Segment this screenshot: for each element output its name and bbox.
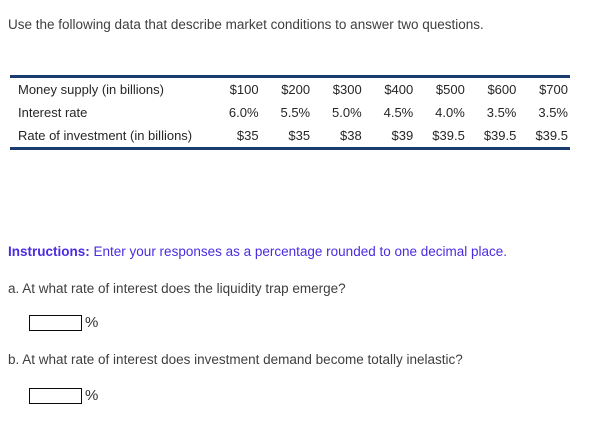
question-a-text: a. At what rate of interest does the liq…: [8, 281, 346, 296]
answer-input-b[interactable]: [29, 387, 82, 404]
question-b-text: b. At what rate of interest does investm…: [8, 352, 463, 367]
row-label-interest-rate: Interest rate: [18, 105, 88, 120]
instructions-text: Instructions: Enter your responses as a …: [8, 244, 507, 259]
answer-row-b: %: [29, 387, 98, 404]
table-cell: $38: [339, 128, 362, 143]
table-cell: $700: [539, 82, 568, 97]
table-cell: $35: [288, 128, 311, 143]
table-cell: 5.5%: [280, 105, 311, 120]
table-cell: $39.5: [535, 128, 568, 143]
table-cell: $39.5: [483, 128, 517, 143]
table-cell: $400: [384, 82, 414, 97]
percent-suffix-a: %: [85, 314, 99, 331]
table-row-interest-rate: Interest rate 6.0% 5.5% 5.0% 4.5% 4.0% 3…: [10, 101, 570, 124]
table-cell: 6.0%: [228, 105, 259, 120]
instructions-label: Instructions:: [8, 244, 90, 259]
answer-row-a: %: [29, 314, 98, 331]
question-prompt: Use the following data that describe mar…: [8, 17, 484, 32]
table-cell: $39: [391, 128, 414, 143]
row-label-rate-of-investment: Rate of investment (in billions): [18, 128, 193, 143]
table-cell: 4.5%: [383, 105, 414, 120]
table-cell: $600: [487, 82, 517, 97]
percent-suffix-b: %: [85, 387, 99, 404]
table-row-money-supply: Money supply (in billions) $100 $200 $30…: [10, 77, 570, 102]
table-cell: 4.0%: [435, 105, 465, 120]
table-row-rate-of-investment: Rate of investment (in billions) $35 $35…: [10, 124, 570, 149]
table-cell: 5.0%: [332, 105, 362, 120]
table-cell: 3.5%: [486, 105, 517, 120]
table-cell: 3.5%: [538, 105, 568, 120]
instructions-body: Enter your responses as a percentage rou…: [93, 244, 508, 259]
table-cell: $35: [236, 128, 259, 143]
table-cell: $300: [332, 82, 362, 97]
table-cell: $39.5: [432, 128, 465, 143]
table-cell: $200: [281, 82, 311, 97]
table-cell: $500: [435, 82, 465, 97]
row-label-money-supply: Money supply (in billions): [18, 82, 164, 97]
answer-input-a[interactable]: [29, 314, 82, 331]
table-cell: $100: [229, 82, 259, 97]
market-data-table: Money supply (in billions) $100 $200 $30…: [10, 75, 570, 150]
